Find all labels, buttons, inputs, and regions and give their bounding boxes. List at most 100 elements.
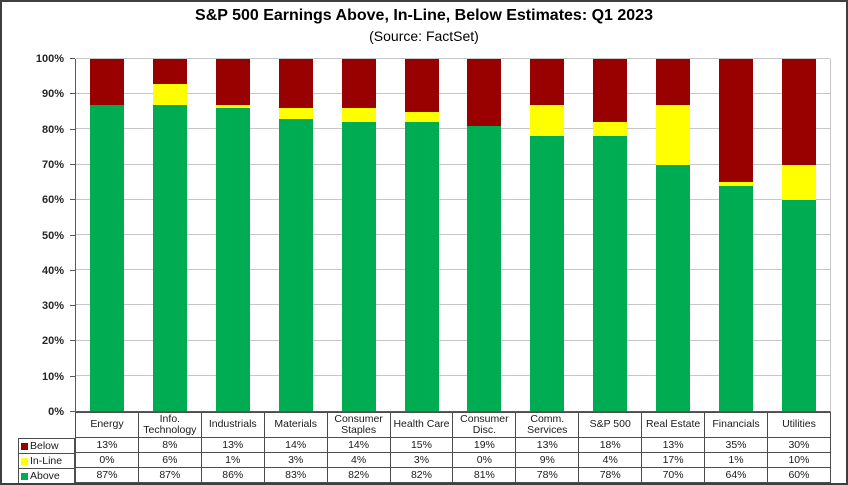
legend-swatch-above-icon: [21, 472, 28, 480]
table-header-row: Energy Info. Technology Industrials Materia…: [75, 412, 832, 438]
bar-segment-in-line-financials: [718, 182, 753, 186]
bar-segment-above-utilities: [781, 199, 816, 411]
value-cell-above-health-care: 82%: [389, 467, 454, 483]
gridline: [76, 374, 830, 376]
bar-materials: [278, 59, 313, 411]
bar-s-p-500: [593, 59, 628, 411]
legend-label-in-line: In-Line: [30, 455, 63, 467]
bar-segment-above-real-estate: [655, 164, 690, 411]
bar-segment-below-s-p-500: [593, 59, 628, 123]
gridline: [76, 163, 830, 165]
y-axis-tick: [70, 375, 75, 377]
category-header-industrials: Industrials: [200, 412, 265, 438]
bar-real-estate: [655, 59, 690, 411]
value-cell-above-real-estate: 70%: [641, 467, 706, 483]
y-axis-tick: [70, 58, 75, 59]
y-axis-tick: [70, 340, 75, 342]
gridline: [76, 128, 830, 130]
y-axis-tick: [70, 411, 75, 412]
bar-slot-s-p-500: [579, 59, 642, 411]
value-cell-in-line-financials: 1%: [704, 452, 768, 468]
bar-consumer-disc: [467, 59, 502, 411]
value-cell-below-comm-services: 13%: [515, 437, 580, 453]
value-cell-below-consumer-staples: 14%: [326, 437, 391, 453]
value-cell-in-line-info-technology: 6%: [137, 452, 202, 468]
bar-segment-above-consumer-disc: [467, 125, 502, 411]
y-axis: 0% 10% 20% 30% 40% 50% 60% 70% 80% 90% 100%: [2, 53, 75, 418]
data-table-wrap: Energy Info. Technology Industrials Materia…: [75, 412, 832, 483]
legend-row-below: Below: [18, 438, 75, 454]
bar-segment-in-line-utilities: [781, 164, 816, 200]
bar-slot-utilities: [767, 59, 830, 411]
bar-segment-above-energy: [90, 104, 125, 411]
bar-segment-above-info-technology: [153, 104, 188, 411]
category-header-real-estate: Real Estate: [641, 412, 706, 438]
value-cell-in-line-industrials: 1%: [200, 452, 265, 468]
category-header-info-technology: Info. Technology: [137, 412, 202, 438]
gridline: [76, 93, 830, 95]
category-header-health-care: Health Care: [389, 412, 454, 438]
y-tick-label: 80%: [41, 123, 64, 136]
bar-slot-financials: [704, 59, 767, 411]
bar-segment-above-comm-services: [530, 136, 565, 411]
value-cell-below-health-care: 15%: [389, 437, 454, 453]
value-cell-in-line-consumer-disc: 0%: [452, 452, 517, 468]
category-header-materials: Materials: [263, 412, 328, 438]
bar-segment-in-line-info-technology: [153, 83, 188, 105]
bar-slot-consumer-disc: [453, 59, 516, 411]
value-cell-in-line-energy: 0%: [75, 452, 139, 468]
bar-segment-in-line-consumer-staples: [341, 108, 376, 123]
bar-info-technology: [153, 59, 188, 411]
bar-slot-comm-services: [516, 59, 579, 411]
y-axis-tick: [70, 199, 75, 201]
y-tick-label: 40%: [41, 264, 64, 277]
bar-segment-in-line-materials: [278, 108, 313, 119]
bar-energy: [90, 59, 125, 411]
y-axis-tick: [70, 128, 75, 130]
bar-financials: [718, 59, 753, 411]
category-header-utilities: Utilities: [766, 412, 832, 438]
bar-segment-below-utilities: [781, 59, 816, 165]
table-row-above: 87% 87% 86% 83% 82% 82% 81% 78% 78% 70% 64% 60%: [75, 467, 832, 483]
bar-slot-health-care: [390, 59, 453, 411]
data-table-body: Energy Info. Technology Industrials Materia…: [75, 412, 832, 483]
y-tick-label: 20%: [41, 335, 64, 348]
value-cell-in-line-comm-services: 9%: [515, 452, 580, 468]
plot-area: [75, 58, 831, 412]
legend-table-body: Below In-Line Above: [18, 438, 75, 483]
value-cell-below-s-p-500: 18%: [578, 437, 643, 453]
value-cell-in-line-real-estate: 17%: [641, 452, 706, 468]
bars-container: [76, 59, 830, 411]
bar-segment-in-line-real-estate: [655, 104, 690, 165]
legend-cell-below: Below: [18, 438, 75, 454]
value-cell-below-materials: 14%: [263, 437, 328, 453]
value-cell-above-s-p-500: 78%: [578, 467, 643, 483]
legend-swatch-in-line-icon: [21, 457, 28, 465]
value-cell-above-consumer-disc: 81%: [452, 467, 517, 483]
bar-segment-below-health-care: [404, 59, 439, 112]
bar-slot-real-estate: [641, 59, 704, 411]
bar-segment-below-real-estate: [655, 59, 690, 105]
bar-segment-below-info-technology: [153, 59, 188, 84]
value-cell-below-consumer-disc: 19%: [452, 437, 517, 453]
value-cell-below-financials: 35%: [704, 437, 768, 453]
category-header-energy: Energy: [75, 412, 139, 438]
bar-segment-below-consumer-staples: [341, 59, 376, 109]
bar-consumer-staples: [341, 59, 376, 411]
y-tick-label: 50%: [41, 229, 64, 242]
category-header-s-p-500: S&P 500: [578, 412, 643, 438]
value-cell-below-utilities: 30%: [766, 437, 832, 453]
category-header-financials: Financials: [704, 412, 768, 438]
y-axis-tick: [70, 269, 75, 271]
value-cell-above-consumer-staples: 82%: [326, 467, 391, 483]
legend-row-above: Above: [18, 468, 75, 483]
value-cell-below-real-estate: 13%: [641, 437, 706, 453]
category-header-consumer-disc: Consumer Disc.: [452, 412, 517, 438]
value-cell-below-info-technology: 8%: [137, 437, 202, 453]
value-cell-above-utilities: 60%: [766, 467, 832, 483]
y-axis-tick: [70, 234, 75, 236]
bar-segment-above-financials: [718, 185, 753, 411]
gridline: [76, 304, 830, 306]
legend-cell-in-line: In-Line: [18, 453, 75, 469]
value-cell-above-comm-services: 78%: [515, 467, 580, 483]
